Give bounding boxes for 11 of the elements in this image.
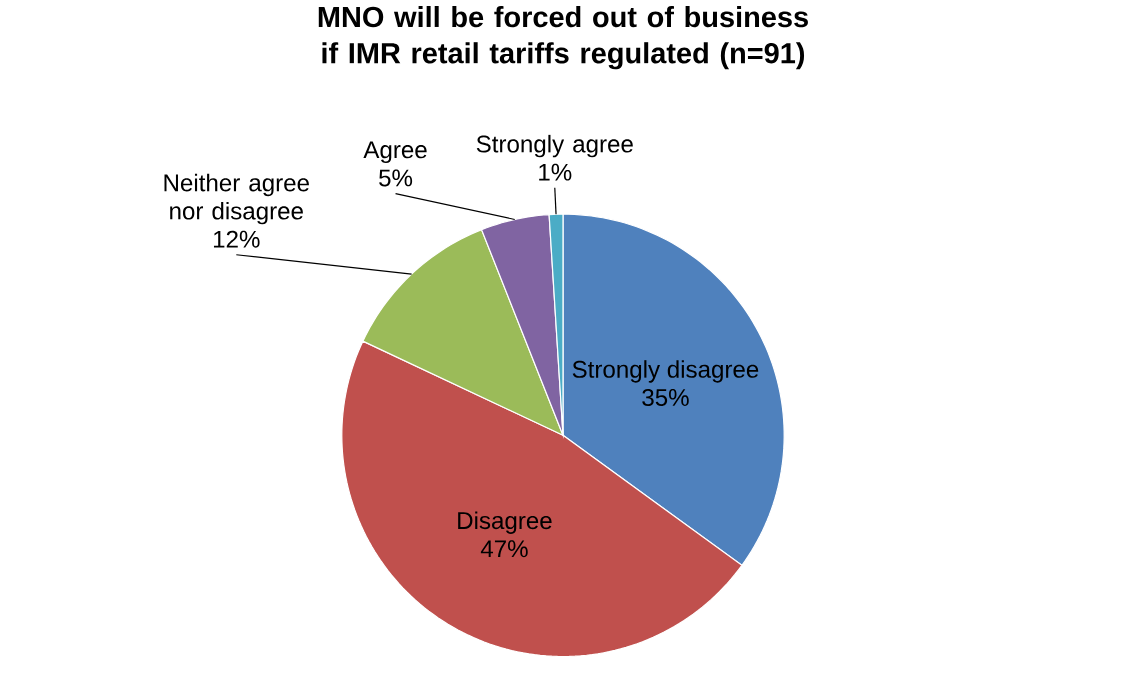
slice-label: Agree <box>363 141 427 164</box>
slice-label: Disagree <box>458 511 552 535</box>
data-label: 5% <box>379 169 413 187</box>
data-label: 47% <box>480 540 528 558</box>
chart-title: MNO will be forced out of business if IMR retail tariffs regulated (n=91) <box>318 6 808 70</box>
data-label: 35% <box>642 389 689 407</box>
data-label: 12% <box>213 230 260 248</box>
slice-label: Neither agree nor disagree <box>164 173 309 225</box>
slice-label: Strongly agree <box>476 135 633 158</box>
data-label: 1% <box>539 163 572 181</box>
slice-label: Strongly disagree <box>572 360 759 383</box>
